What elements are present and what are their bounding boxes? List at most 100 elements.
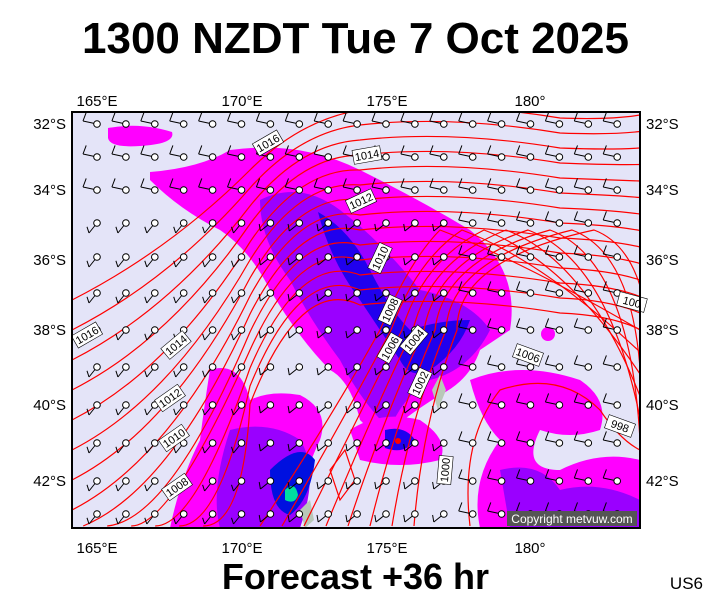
- wind-barb: [86, 289, 101, 304]
- wind-barb: [316, 289, 333, 302]
- forecast-label: Forecast +36 hr: [221, 556, 490, 597]
- wind-barb: [458, 502, 477, 518]
- wind-barb: [284, 145, 304, 161]
- wind-barb: [202, 401, 217, 416]
- wind-barb: [345, 477, 361, 490]
- wind-barb: [458, 355, 477, 371]
- wind-barb: [602, 318, 622, 334]
- lon-tick-label: 165°E: [76, 540, 117, 557]
- wind-barb: [258, 439, 275, 452]
- wind-barb: [544, 211, 564, 227]
- wind-barb: [231, 326, 246, 341]
- wind-barb: [231, 439, 246, 454]
- wind-barb: [602, 355, 622, 371]
- wind-barb: [544, 178, 564, 194]
- wind-barb: [458, 178, 477, 194]
- isobar: [72, 112, 640, 301]
- wind-barb: [287, 439, 304, 452]
- isobar-label: 1000: [436, 455, 454, 485]
- wind-barb: [573, 178, 593, 194]
- wind-barb: [516, 318, 535, 334]
- wind-barb: [544, 281, 564, 297]
- lon-tick-label: 180°: [514, 540, 545, 557]
- wind-barb: [115, 219, 130, 234]
- wind-barb: [345, 439, 361, 452]
- wind-barb: [115, 477, 130, 492]
- wind-barb: [316, 326, 333, 339]
- wind-barb: [573, 393, 593, 409]
- wind-barb: [258, 363, 275, 376]
- wind-barb: [544, 355, 564, 371]
- wind-barb: [403, 510, 419, 523]
- wind-barb: [374, 363, 390, 376]
- isobar: [281, 229, 640, 527]
- wind-barb: [144, 477, 159, 492]
- lon-tick-label: 175°E: [366, 540, 407, 557]
- wind-barb: [487, 112, 506, 128]
- wind-barb: [111, 145, 130, 161]
- wind-barb: [202, 253, 217, 268]
- wind-barb: [602, 431, 622, 447]
- isobar: [72, 135, 640, 361]
- wind-barb: [202, 289, 217, 304]
- wind-barb: [82, 112, 101, 128]
- wind-barb: [115, 253, 130, 268]
- wind-barb: [287, 363, 304, 376]
- wind-barb: [202, 363, 217, 378]
- wind-barb: [345, 363, 361, 376]
- wind-barb: [258, 477, 275, 490]
- wind-barb: [487, 281, 506, 297]
- wind-barb: [287, 510, 304, 523]
- wind-barb: [458, 318, 477, 334]
- isobar-label: 1014: [351, 145, 383, 165]
- low-centre-marker: [395, 438, 401, 444]
- wind-barb: [169, 145, 188, 161]
- map-frame: [71, 111, 641, 529]
- wind-barb: [231, 253, 246, 268]
- wind-barb: [487, 431, 506, 447]
- wind-barb: [316, 363, 333, 376]
- svg-text:1014: 1014: [354, 148, 380, 164]
- wind-barb: [516, 281, 535, 297]
- wind-barb: [573, 318, 593, 334]
- wind-barb: [115, 363, 130, 378]
- wind-barb: [316, 219, 333, 232]
- wind-barb: [403, 477, 419, 490]
- lon-tick-label: 175°E: [366, 93, 407, 110]
- wind-barb: [429, 145, 448, 161]
- wind-barb: [144, 510, 159, 525]
- wind-barb: [487, 145, 506, 161]
- wind-barb: [432, 253, 448, 266]
- wind-barb: [86, 253, 101, 268]
- wind-barb: [544, 318, 564, 334]
- wind-barb: [345, 219, 361, 232]
- lat-tick-label: 38°S: [646, 322, 679, 339]
- lat-tick-label: 40°S: [33, 397, 66, 414]
- wind-barb: [458, 145, 477, 161]
- wind-barb: [400, 145, 419, 161]
- wind-barb: [432, 439, 448, 452]
- lon-tick-label: 170°E: [221, 540, 262, 557]
- wind-barb: [374, 477, 390, 490]
- wind-barb: [573, 112, 593, 128]
- wind-barb: [400, 178, 419, 194]
- wind-barb: [429, 112, 448, 128]
- isobar: [179, 284, 640, 527]
- wind-barb: [144, 363, 159, 378]
- wind-barb: [287, 401, 304, 414]
- isobar: [155, 270, 640, 527]
- wind-barb: [287, 219, 304, 232]
- wind-barb: [403, 289, 419, 302]
- wind-barb: [313, 112, 333, 128]
- isobar: [413, 229, 640, 527]
- wind-barb: [602, 145, 622, 161]
- isobar-label: 998: [604, 414, 636, 438]
- wind-barb: [115, 289, 130, 304]
- isobar: [303, 229, 640, 527]
- wind-barb: [403, 253, 419, 266]
- wind-barb: [573, 245, 593, 261]
- wind-barb: [458, 245, 477, 261]
- wind-barb: [458, 469, 477, 485]
- wind-barb: [86, 401, 101, 416]
- lon-tick-label: 180°: [514, 93, 545, 110]
